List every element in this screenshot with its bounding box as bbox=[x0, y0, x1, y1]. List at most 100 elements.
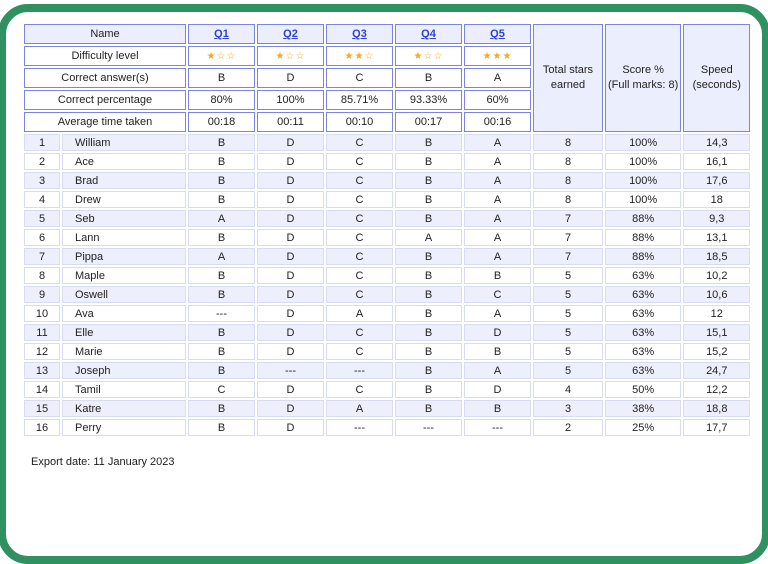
question-header-cell: Q5 bbox=[464, 24, 531, 44]
difficulty-stars-icon: ★☆☆ bbox=[206, 51, 237, 62]
difficulty-cell: ★★★ bbox=[464, 46, 531, 66]
student-row: 2 Ace B D C B A 8 100% 16,1 bbox=[24, 153, 751, 170]
answer-cell: B bbox=[188, 191, 255, 208]
speed-value: 12,2 bbox=[683, 381, 751, 398]
column-header-name: Name bbox=[24, 24, 186, 44]
answer-cell: --- bbox=[326, 362, 393, 379]
student-name: Ava bbox=[62, 305, 186, 322]
question-link-q3[interactable]: Q3 bbox=[352, 28, 367, 40]
question-link-q1[interactable]: Q1 bbox=[214, 28, 229, 40]
total-stars-value: 3 bbox=[533, 400, 603, 417]
answer-cell: B bbox=[464, 400, 531, 417]
quiz-results-table: Name Q1 Q2 Q3 Q4 Q5 Total stars earned Score % (F… bbox=[22, 22, 752, 438]
answer-cell: C bbox=[326, 267, 393, 284]
row-number: 2 bbox=[24, 153, 60, 170]
difficulty-cell: ★★☆ bbox=[326, 46, 393, 66]
score-value: 100% bbox=[605, 191, 682, 208]
correct-percentage-cell: 85.71% bbox=[326, 90, 393, 110]
score-value: 38% bbox=[605, 400, 682, 417]
student-name: Oswell bbox=[62, 286, 186, 303]
answer-cell: C bbox=[326, 286, 393, 303]
answer-cell: C bbox=[326, 324, 393, 341]
student-name: Lann bbox=[62, 229, 186, 246]
speed-value: 18 bbox=[683, 191, 751, 208]
column-header-speed: Speed (seconds) bbox=[683, 24, 751, 132]
answer-cell: B bbox=[464, 343, 531, 360]
answer-cell: B bbox=[188, 172, 255, 189]
answer-cell: C bbox=[326, 134, 393, 151]
answer-cell: --- bbox=[395, 419, 462, 436]
answer-cell: D bbox=[257, 419, 324, 436]
answer-cell: --- bbox=[326, 419, 393, 436]
answer-cell: D bbox=[257, 153, 324, 170]
total-stars-value: 5 bbox=[533, 324, 603, 341]
student-row: 9 Oswell B D C B C 5 63% 10,6 bbox=[24, 286, 751, 303]
answer-cell: C bbox=[326, 343, 393, 360]
speed-value: 17,6 bbox=[683, 172, 751, 189]
answer-cell: D bbox=[464, 381, 531, 398]
score-value: 63% bbox=[605, 267, 682, 284]
answer-cell: A bbox=[464, 248, 531, 265]
question-link-q5[interactable]: Q5 bbox=[490, 28, 505, 40]
answer-cell: B bbox=[395, 381, 462, 398]
answer-cell: A bbox=[464, 305, 531, 322]
answer-cell: C bbox=[188, 381, 255, 398]
student-row: 1 William B D C B A 8 100% 14,3 bbox=[24, 134, 751, 151]
row-number: 9 bbox=[24, 286, 60, 303]
row-number: 14 bbox=[24, 381, 60, 398]
answer-cell: C bbox=[464, 286, 531, 303]
answer-cell: A bbox=[326, 305, 393, 322]
row-number: 13 bbox=[24, 362, 60, 379]
score-value: 88% bbox=[605, 229, 682, 246]
speed-value: 14,3 bbox=[683, 134, 751, 151]
speed-value: 15,2 bbox=[683, 343, 751, 360]
total-stars-value: 7 bbox=[533, 210, 603, 227]
answer-cell: D bbox=[257, 248, 324, 265]
answer-cell: D bbox=[257, 229, 324, 246]
speed-value: 17,7 bbox=[683, 419, 751, 436]
student-row: 10 Ava --- D A B A 5 63% 12 bbox=[24, 305, 751, 322]
difficulty-stars-icon: ★★☆ bbox=[344, 51, 375, 62]
answer-cell: A bbox=[464, 153, 531, 170]
row-number: 8 bbox=[24, 267, 60, 284]
student-name: Maple bbox=[62, 267, 186, 284]
row-number: 11 bbox=[24, 324, 60, 341]
answer-cell: A bbox=[326, 400, 393, 417]
speed-value: 15,1 bbox=[683, 324, 751, 341]
answer-cell: D bbox=[257, 381, 324, 398]
answer-cell: B bbox=[395, 286, 462, 303]
answer-cell: A bbox=[464, 191, 531, 208]
score-value: 100% bbox=[605, 172, 682, 189]
score-value: 63% bbox=[605, 305, 682, 322]
student-row: 8 Maple B D C B B 5 63% 10,2 bbox=[24, 267, 751, 284]
row-label-correct-answer: Correct answer(s) bbox=[24, 68, 186, 88]
correct-answer-cell: D bbox=[257, 68, 324, 88]
answer-cell: B bbox=[188, 153, 255, 170]
student-row: 15 Katre B D A B B 3 38% 18,8 bbox=[24, 400, 751, 417]
score-value: 63% bbox=[605, 343, 682, 360]
question-link-q2[interactable]: Q2 bbox=[283, 28, 298, 40]
score-value: 50% bbox=[605, 381, 682, 398]
speed-value: 13,1 bbox=[683, 229, 751, 246]
score-value: 63% bbox=[605, 362, 682, 379]
answer-cell: B bbox=[395, 248, 462, 265]
answer-cell: B bbox=[188, 343, 255, 360]
student-row: 3 Brad B D C B A 8 100% 17,6 bbox=[24, 172, 751, 189]
answer-cell: A bbox=[464, 210, 531, 227]
student-name: Elle bbox=[62, 324, 186, 341]
answer-cell: B bbox=[395, 400, 462, 417]
question-link-q4[interactable]: Q4 bbox=[421, 28, 436, 40]
speed-value: 18,5 bbox=[683, 248, 751, 265]
student-name: Seb bbox=[62, 210, 186, 227]
row-number: 3 bbox=[24, 172, 60, 189]
total-stars-value: 4 bbox=[533, 381, 603, 398]
row-number: 12 bbox=[24, 343, 60, 360]
export-date-label: Export date: 11 January 2023 bbox=[31, 456, 175, 468]
student-name: Katre bbox=[62, 400, 186, 417]
answer-cell: B bbox=[395, 305, 462, 322]
correct-percentage-cell: 100% bbox=[257, 90, 324, 110]
answer-cell: B bbox=[188, 286, 255, 303]
speed-value: 24,7 bbox=[683, 362, 751, 379]
row-label-correct-percentage: Correct percentage bbox=[24, 90, 186, 110]
answer-cell: B bbox=[395, 172, 462, 189]
